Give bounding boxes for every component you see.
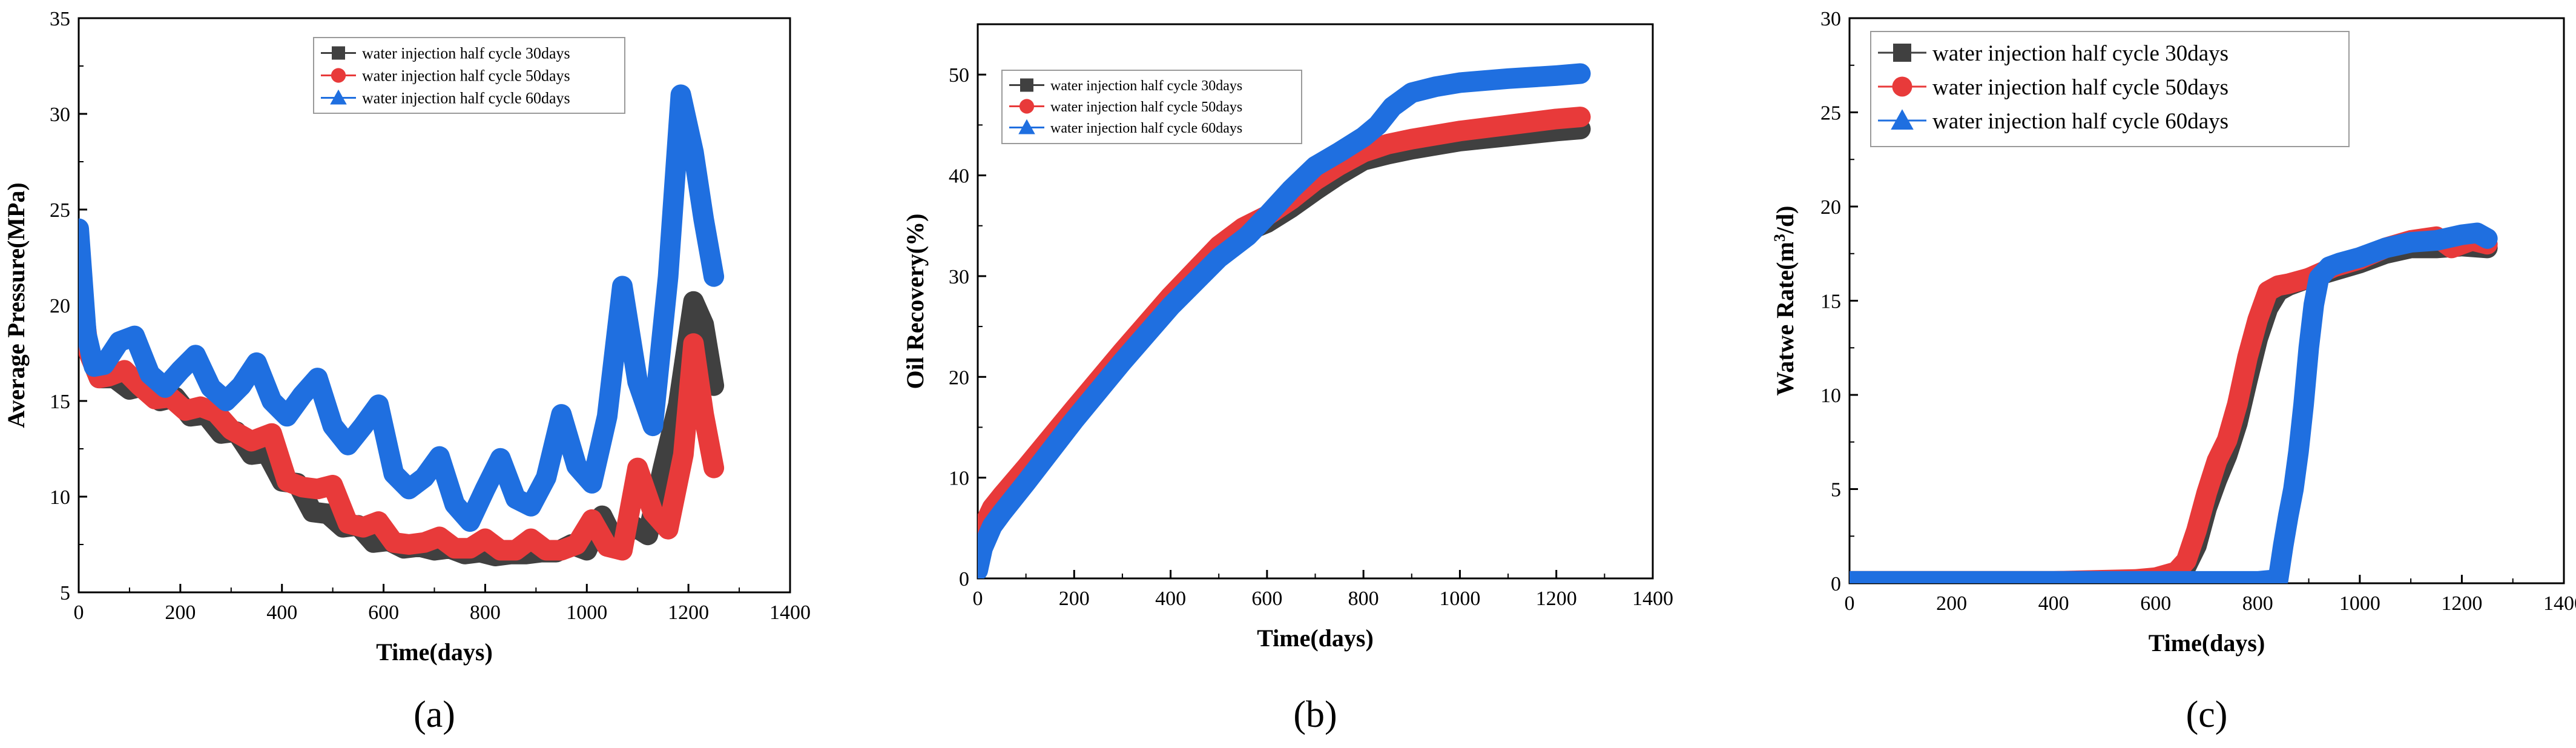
x-tick-label: 600 xyxy=(1251,587,1282,610)
y-axis-label: Oil Recovery(%) xyxy=(901,214,929,389)
series-line-1 xyxy=(1850,236,2498,583)
y-tick-label: 10 xyxy=(1820,385,1841,407)
x-tick-label: 800 xyxy=(2242,592,2273,615)
legend-marker xyxy=(1019,99,1035,114)
x-tick-label: 800 xyxy=(470,601,501,624)
x-tick-label: 1200 xyxy=(2441,592,2482,615)
x-tick-label: 800 xyxy=(1348,587,1379,610)
chart-2: 0 200 400 600 800 1000 1200 1400 0 10 20 30 40 50 Time… xyxy=(901,23,1673,735)
x-tick-label: 1000 xyxy=(566,601,607,624)
y-tick-label: 25 xyxy=(50,199,70,222)
x-axis-label: Time(days) xyxy=(1257,624,1374,652)
x-tick-label: 600 xyxy=(368,601,399,624)
y-tick-label: 0 xyxy=(959,568,969,591)
y-tick-label: 20 xyxy=(949,366,969,389)
legend-marker xyxy=(1891,109,1914,130)
y-tick-label: 0 xyxy=(1831,573,1841,595)
y-axis-label: Watwe Rate(m3/d) xyxy=(1771,205,1799,396)
legend: water injection half cycle 30days water i… xyxy=(313,37,625,114)
legend-box xyxy=(1001,70,1302,144)
x-tick-label: 200 xyxy=(165,601,196,624)
x-axis-label: Time(days) xyxy=(2149,629,2265,657)
x-tick-label: 400 xyxy=(2038,592,2069,615)
x-tick-label: 200 xyxy=(1059,587,1090,610)
y-axis-label-tail: /d) xyxy=(1771,205,1799,234)
y-tick-label: 50 xyxy=(949,64,969,87)
legend-marker xyxy=(1893,44,1911,62)
legend-box xyxy=(1870,31,2350,147)
y-tick-label: 5 xyxy=(60,582,70,604)
panel-label: (b) xyxy=(1293,694,1337,735)
x-tick-label: 1000 xyxy=(1439,587,1480,610)
y-tick-label: 15 xyxy=(1820,291,1841,313)
x-tick-label: 1400 xyxy=(2543,592,2576,615)
series-line-2 xyxy=(978,107,1591,557)
y-tick-label: 30 xyxy=(50,104,70,126)
panel-label: (a) xyxy=(413,694,455,735)
x-tick-label: 1400 xyxy=(769,601,811,624)
x-tick-label: 400 xyxy=(266,601,297,624)
series-line-3 xyxy=(79,84,725,532)
series-line-3 xyxy=(978,63,1591,578)
y-axis-label: Average Pressure(MPa) xyxy=(2,182,30,428)
chart-3: 0 200 400 600 800 1000 1200 1400 0 5 10 15 20 25 30 Tim… xyxy=(1771,8,2576,735)
legend-label: water injection half cycle 60days xyxy=(362,90,570,107)
series-group xyxy=(978,63,1591,578)
legend-label: water injection half cycle 60days xyxy=(1050,121,1242,136)
y-tick-label: 35 xyxy=(50,8,70,30)
series-group xyxy=(79,84,725,566)
y-tick-label: 10 xyxy=(50,486,70,509)
y-tick-label: 25 xyxy=(1820,102,1841,125)
legend-marker xyxy=(1892,76,1912,97)
legend-label: water injection half cycle 60days xyxy=(1932,109,2228,134)
legend-label: water injection half cycle 30days xyxy=(1932,41,2228,66)
legend-label: water injection half cycle 30days xyxy=(1050,78,1242,94)
x-tick-label: 400 xyxy=(1155,587,1186,610)
x-tick-label: 0 xyxy=(74,601,84,624)
y-tick-label: 10 xyxy=(949,468,969,490)
y-tick-label: 5 xyxy=(1831,479,1841,501)
y-axis-label-superscript: 3 xyxy=(1771,234,1788,242)
legend-marker xyxy=(1020,78,1033,92)
y-tick-label: 20 xyxy=(1820,196,1841,219)
x-tick-label: 1200 xyxy=(1536,587,1577,610)
legend-marker xyxy=(331,68,346,83)
x-tick-label: 1200 xyxy=(668,601,709,624)
series-line-2 xyxy=(79,256,725,561)
x-tick-label: 1400 xyxy=(1632,587,1673,610)
legend-marker xyxy=(1018,119,1035,134)
legend-label: water injection half cycle 30days xyxy=(362,45,570,62)
x-tick-label: 0 xyxy=(973,587,983,610)
panel-label: (c) xyxy=(2186,694,2228,735)
x-tick-label: 600 xyxy=(2140,592,2171,615)
series-group xyxy=(1850,222,2498,583)
x-tick-label: 1000 xyxy=(2339,592,2380,615)
series-line-3 xyxy=(1850,222,2498,583)
legend-marker xyxy=(330,89,347,105)
legend: water injection half cycle 30days water i… xyxy=(1870,31,2350,147)
y-tick-label: 15 xyxy=(50,391,70,413)
legend: water injection half cycle 30days water i… xyxy=(1001,70,1302,144)
legend-label: water injection half cycle 50days xyxy=(1932,75,2228,100)
legend-box xyxy=(313,37,625,114)
legend-marker xyxy=(332,46,345,60)
legend-label: water injection half cycle 50days xyxy=(362,67,570,85)
y-tick-label: 30 xyxy=(949,266,969,288)
legend-label: water injection half cycle 50days xyxy=(1050,99,1242,115)
x-tick-label: 0 xyxy=(1845,592,1855,615)
x-tick-label: 200 xyxy=(1936,592,1967,615)
series-line-2 xyxy=(1850,226,2498,583)
y-tick-label: 20 xyxy=(50,295,70,317)
x-axis-label: Time(days) xyxy=(376,638,493,666)
chart-1: 0 200 400 600 800 1000 1200 1400 5 10 15 20 25 30 35 Ti… xyxy=(2,8,811,735)
y-tick-label: 40 xyxy=(949,165,969,188)
y-tick-label: 30 xyxy=(1820,8,1841,30)
